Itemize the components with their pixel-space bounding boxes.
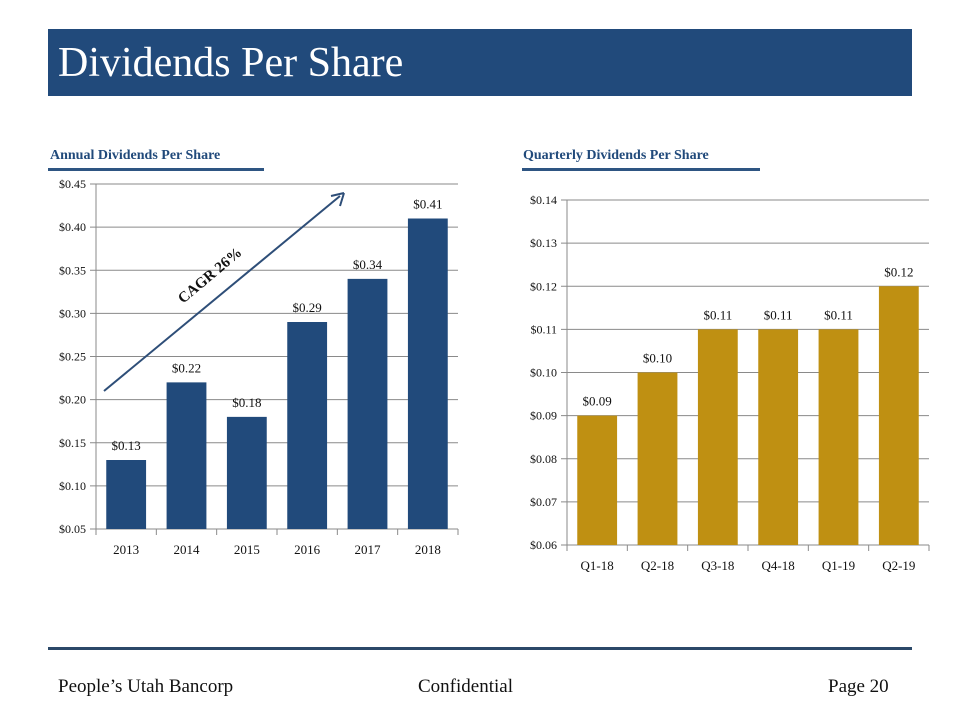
cagr-arrow-line [103, 195, 341, 392]
quarterly-title-underline [522, 168, 760, 171]
annual-x-tick-label: 2017 [355, 542, 382, 557]
annual-x-tick-label: 2015 [234, 542, 260, 557]
annual-chart-title: Annual Dividends Per Share [50, 148, 221, 163]
annual-y-tick-label: $0.15 [59, 436, 86, 450]
quarterly-data-label: $0.11 [824, 307, 853, 322]
quarterly-y-tick-label: $0.08 [530, 452, 557, 466]
cagr-arrowhead-icon [330, 192, 345, 207]
annual-y-tick-label: $0.20 [59, 393, 86, 407]
footer-divider [48, 647, 912, 650]
quarterly-x-tick-label: Q1-18 [581, 558, 614, 573]
quarterly-x-tick-label: Q2-19 [882, 558, 915, 573]
annual-x-tick-label: 2013 [113, 542, 139, 557]
annual-y-tick-label: $0.05 [59, 522, 86, 536]
quarterly-y-tick-label: $0.06 [530, 538, 557, 552]
footer-confidential: Confidential [418, 676, 513, 697]
quarterly-x-tick-label: Q3-18 [701, 558, 734, 573]
quarterly-data-label: $0.09 [583, 394, 612, 409]
annual-data-label: $0.18 [232, 395, 261, 410]
quarterly-x-tick-label: Q2-18 [641, 558, 674, 573]
quarterly-y-tick-label: $0.11 [530, 322, 557, 336]
quarterly-bar [577, 415, 618, 545]
quarterly-x-tick-label: Q4-18 [762, 558, 795, 573]
annual-y-tick-label: $0.40 [59, 220, 86, 234]
annual-data-label: $0.22 [172, 360, 201, 375]
quarterly-y-tick-label: $0.12 [530, 279, 557, 293]
title-bar: Dividends Per Share [48, 29, 912, 96]
annual-data-label: $0.41 [413, 197, 442, 212]
annual-title-underline [48, 168, 264, 171]
quarterly-y-tick-label: $0.14 [530, 193, 557, 207]
quarterly-bar [697, 329, 738, 545]
footer-company: People’s Utah Bancorp [58, 676, 234, 697]
annual-bar [226, 416, 267, 529]
quarterly-data-label: $0.10 [643, 351, 672, 366]
annual-bar [347, 278, 388, 529]
annual-y-tick-label: $0.30 [59, 306, 86, 320]
quarterly-bar [878, 286, 919, 545]
annual-bar [166, 382, 207, 529]
annual-bar [407, 218, 448, 529]
annual-x-tick-label: 2018 [415, 542, 441, 557]
quarterly-y-tick-label: $0.09 [530, 409, 557, 423]
quarterly-y-tick-label: $0.07 [530, 495, 557, 509]
annual-x-tick-label: 2016 [294, 542, 321, 557]
annual-y-tick-label: $0.45 [59, 177, 86, 191]
annual-x-tick-label: 2014 [174, 542, 201, 557]
annual-data-label: $0.13 [112, 438, 141, 453]
quarterly-chart-title: Quarterly Dividends Per Share [523, 148, 709, 163]
annual-data-label: $0.34 [353, 257, 383, 272]
page-title: Dividends Per Share [58, 40, 404, 86]
quarterly-data-label: $0.11 [764, 307, 793, 322]
footer-page-number: Page 20 [828, 676, 889, 697]
quarterly-bar [758, 329, 799, 545]
quarterly-y-tick-label: $0.10 [530, 366, 557, 380]
quarterly-x-tick-label: Q1-19 [822, 558, 855, 573]
cagr-annotation-label: CAGR 26% [175, 245, 245, 307]
quarterly-y-tick-label: $0.13 [530, 236, 557, 250]
quarterly-data-label: $0.12 [884, 264, 913, 279]
quarterly-data-label: $0.11 [703, 307, 732, 322]
quarterly-bar [818, 329, 859, 545]
annual-y-tick-label: $0.35 [59, 263, 86, 277]
annual-bar [287, 322, 328, 529]
annual-data-label: $0.29 [293, 300, 322, 315]
quarterly-bar [637, 372, 678, 545]
annual-bar [106, 460, 147, 529]
annual-y-tick-label: $0.10 [59, 479, 86, 493]
annual-y-tick-label: $0.25 [59, 350, 86, 364]
